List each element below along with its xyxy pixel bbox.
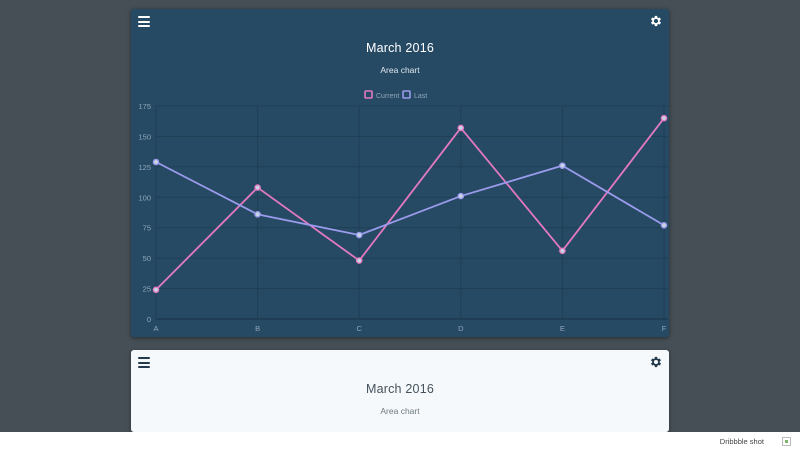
data-point [660,114,668,122]
data-point [660,221,668,229]
menu-icon[interactable] [138,15,150,28]
y-tick-label: 75 [143,224,151,233]
y-tick-label: 0 [147,315,151,324]
legend-label: Last [414,93,427,100]
menu-icon[interactable] [138,356,150,369]
data-point [559,247,566,255]
legend-swatch [364,90,373,99]
gear-icon[interactable] [649,355,663,369]
y-tick-label: 150 [138,132,151,141]
gear-icon[interactable] [649,14,663,28]
line-chart: 0 25 50 75 100 125 150 175 A B C D E F Current Last [138,90,668,333]
card-title: March 2016 [365,382,434,396]
series-line [155,161,665,236]
x-tick-label: E [560,324,565,333]
chart-card-dark: March 2016 Area chart 0 25 50 75 100 125 150 17… [131,9,669,337]
data-point [457,124,465,132]
x-tick-label: A [153,324,158,333]
y-tick-label: 125 [138,163,151,172]
y-tick-label: 175 [138,102,151,111]
chart-card-light: March 2016 Area chart [131,350,669,432]
legend-swatch [402,90,411,99]
data-point [355,257,363,264]
card-title: March 2016 [365,41,434,55]
data-point [254,184,261,191]
x-tick-label: C [356,324,362,333]
dribbble-shot-link[interactable]: Dribbble shot [719,437,764,446]
x-tick-label: D [458,324,464,333]
y-tick-label: 25 [143,285,151,294]
footer-bar: Dribbble shot [0,432,800,450]
data-point [254,211,261,218]
card-subtitle: Area chart [380,406,420,416]
data-point [559,162,566,169]
y-tick-label: 100 [138,193,151,202]
data-point [457,192,465,200]
legend-label: Current [376,93,399,100]
broken-image-icon [782,437,791,446]
y-tick-label: 50 [143,254,151,263]
series-line [155,117,665,291]
data-point [152,158,160,166]
card-subtitle: Area chart [380,65,420,75]
x-tick-label: F [662,324,667,333]
data-point [355,231,363,239]
x-tick-label: B [255,324,260,333]
data-point [152,286,160,294]
